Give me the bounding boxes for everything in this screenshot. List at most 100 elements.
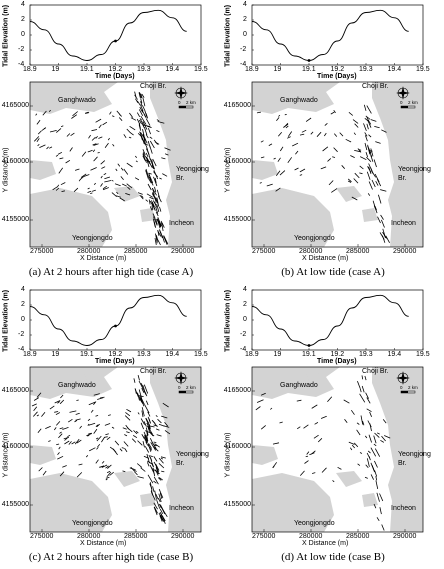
label-incheon: Incheon [169,505,194,512]
velocity-vector [370,462,375,470]
velocity-vector [374,206,377,211]
velocity-vector [321,467,327,473]
velocity-vector [353,132,356,136]
velocity-vector [52,186,58,191]
velocity-vector [330,111,335,115]
velocity-vector [145,148,150,155]
velocity-vector [360,156,367,161]
velocity-vector [370,474,374,480]
island-south [140,208,156,222]
tide-x-tick-label: 19.4 [387,66,402,73]
velocity-vector [374,448,381,457]
velocity-vector [37,428,42,433]
velocity-vector [376,492,380,502]
scale-zero-label: 0 [178,100,181,105]
velocity-vector [102,121,108,126]
label-yeongjong: Yeongjong [176,166,209,173]
velocity-vector [33,411,38,417]
velocity-vector [71,114,78,119]
velocity-vector [367,144,371,155]
velocity-vector [359,452,363,454]
velocity-vector [145,168,150,178]
velocity-vector [152,420,158,427]
velocity-vector [140,104,144,112]
velocity-vector [364,375,367,381]
velocity-vector [140,115,147,125]
velocity-vector [132,435,138,439]
velocity-vector [104,142,109,148]
tide-chart-frame [29,289,202,351]
velocity-vector [78,463,83,466]
velocity-vector [140,398,145,407]
velocity-vector [368,456,371,461]
velocity-vector [152,192,157,200]
velocity-vector [149,431,154,437]
velocity-vector [149,140,155,149]
velocity-vector [140,397,145,405]
velocity-vector [138,124,141,131]
velocity-vector [64,440,70,445]
velocity-vector [146,434,148,440]
velocity-vector [138,109,144,116]
tide-y-tick-label: 4 [243,286,247,293]
yeongjongdo-land [252,188,334,247]
velocity-vector [67,418,73,423]
velocity-vector [80,173,87,178]
velocity-vector [156,499,161,509]
velocity-vector [105,433,109,436]
velocity-vector [125,193,131,196]
velocity-vector [106,471,112,477]
velocity-vector [160,457,164,460]
velocity-vector [152,218,156,227]
velocity-vector [145,145,149,151]
label-ganghwado: Ganghwado [280,382,318,389]
velocity-vector [148,443,152,449]
velocity-vector [141,434,145,439]
velocity-vector [375,476,378,481]
tide-x-tick-label: 19.5 [194,66,208,73]
velocity-vector [126,128,131,134]
velocity-vector [347,178,352,183]
velocity-vector [295,150,299,155]
figure-panel: Tidal Elevation (m) Time (Days) 18.9 19 19… [0,285,222,569]
velocity-vector [367,166,372,173]
figure-panel: Tidal Elevation (m) Time (Days) 18.9 19 19… [0,0,222,284]
velocity-vector [146,193,154,198]
velocity-vector [161,157,166,160]
velocity-vector [366,156,372,162]
velocity-vector [363,123,367,132]
velocity-vector [118,117,123,121]
map-x-axis-label: X Distance (m) [302,540,349,547]
velocity-vector [155,494,159,500]
velocity-vector [109,471,114,476]
velocity-vector [101,436,106,443]
velocity-vector [151,205,154,211]
velocity-vector [139,131,143,137]
velocity-vector [93,393,100,396]
tide-curve [251,294,409,346]
velocity-vector [158,497,161,503]
velocity-vector [92,143,97,146]
map-x-axis-label: X Distance (m) [302,255,349,262]
velocity-vector [140,422,144,430]
velocity-vector [270,407,273,410]
velocity-vector [99,465,105,468]
velocity-vector [134,91,137,99]
velocity-vector [124,434,128,437]
label-bridge: Br. [176,175,185,182]
velocity-vector [59,157,64,160]
velocity-vector [158,489,164,499]
velocity-vector [129,125,136,131]
velocity-vector [60,125,64,128]
velocity-vector [354,123,359,128]
map-x-axis-label: X Distance (m) [80,255,127,262]
velocity-vector [155,464,159,473]
map-x-axis-label: X Distance (m) [80,540,127,547]
velocity-vector [106,436,111,441]
velocity-vector [58,433,63,439]
velocity-vector [48,440,51,442]
tide-x-tick-label: 18.9 [245,351,259,358]
velocity-vector [153,480,157,484]
velocity-vector [314,422,319,425]
velocity-vector [95,135,98,139]
